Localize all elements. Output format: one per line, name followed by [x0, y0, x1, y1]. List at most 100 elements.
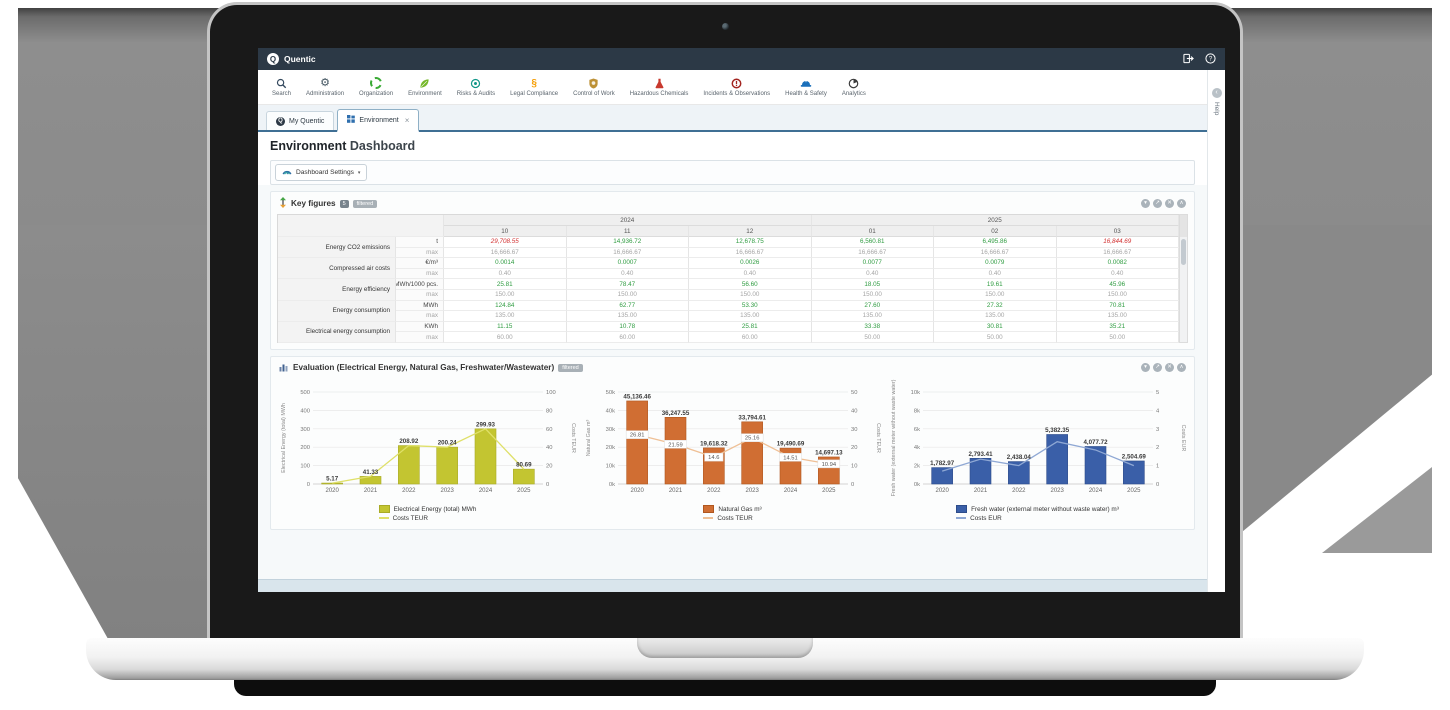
svg-text:Costs EUR: Costs EUR [1180, 425, 1186, 452]
metric-max-value: 60.00 [444, 332, 567, 343]
legend-line-icon [378, 517, 389, 520]
svg-text:2020: 2020 [325, 488, 339, 494]
svg-text:45,136.46: 45,136.46 [623, 393, 651, 400]
key-figures-panel: Key figures 5 filtered ▾ ↗ ✕ ∧ 2024 2025 10 11… [270, 191, 1195, 350]
metric-value: 12,678.75 [689, 237, 812, 248]
brand: Q Quentic [267, 53, 316, 65]
count-badge: 5 [339, 199, 349, 208]
quentic-logo-icon: Q [276, 116, 285, 126]
svg-text:26.81: 26.81 [629, 433, 644, 439]
table-scrollbar[interactable] [1179, 214, 1188, 343]
alert-ring-icon [731, 77, 742, 89]
panel-collapse-button[interactable]: ∧ [1177, 199, 1186, 208]
nav-item-health-safety[interactable]: Health & Safety [785, 77, 827, 97]
metric-value: 19.61 [934, 279, 1057, 290]
metric-value: 27.32 [934, 300, 1057, 312]
metric-max-label: max [396, 332, 444, 343]
nav-item-control-of-work[interactable]: Control of Work [573, 77, 615, 97]
collapse-help-icon[interactable]: ‹ [1211, 88, 1222, 98]
panel-close-button[interactable]: ✕ [1165, 199, 1174, 208]
nav-item-label: Control of Work [573, 91, 615, 97]
svg-text:2023: 2023 [745, 488, 759, 494]
svg-text:Costs TEUR: Costs TEUR [570, 423, 576, 453]
nav-item-hazardous-chemicals[interactable]: Hazardous Chemicals [630, 77, 688, 97]
svg-text:2021: 2021 [973, 488, 987, 494]
metric-max-value: 50.00 [811, 332, 934, 343]
metric-value: 62.77 [566, 300, 689, 312]
svg-text:2020: 2020 [935, 488, 949, 494]
tab-bar: Q My Quentic Environment × [258, 105, 1207, 132]
evaluation-panel: Evaluation (Electrical Energy, Natural G… [270, 355, 1195, 530]
panel-menu-button[interactable]: ▾ [1141, 363, 1150, 373]
svg-text:30: 30 [851, 427, 857, 433]
metric-value: 18.05 [811, 279, 934, 290]
panel-close-button[interactable]: ✕ [1165, 363, 1174, 373]
help-rail-label[interactable]: Help [1213, 102, 1220, 116]
svg-text:80: 80 [546, 408, 552, 414]
panel-menu-button[interactable]: ▾ [1141, 199, 1150, 208]
nav-item-organization[interactable]: Organization [359, 77, 393, 97]
tab-environment[interactable]: Environment × [337, 109, 420, 132]
metric-value: 29,708.55 [444, 237, 567, 248]
close-tab-icon[interactable]: × [404, 115, 410, 125]
nav-item-label: Environment [408, 91, 442, 97]
logout-icon[interactable] [1183, 53, 1194, 66]
metric-value: 0.0007 [566, 258, 689, 269]
brand-name: Quentic [284, 54, 316, 64]
dashboard-settings-button[interactable]: Dashboard Settings ▾ [275, 164, 368, 181]
chart-legend: Electrical Energy (total) MWh Costs TEUR [378, 505, 477, 523]
nav-item-administration[interactable]: ⚙ Administration [306, 77, 344, 97]
metric-value: 0.0082 [1056, 258, 1179, 269]
nav-item-legal-compliance[interactable]: § Legal Compliance [510, 77, 558, 98]
metric-value: 35.21 [1056, 321, 1179, 333]
metric-max-value: 135.00 [1056, 311, 1179, 322]
panel-title: Key figures [291, 199, 336, 208]
metric-max-value: 0.40 [811, 268, 934, 280]
nav-item-incidents-observations[interactable]: Incidents & Observations [703, 77, 770, 97]
metric-max-value: 135.00 [689, 311, 812, 322]
legend-bar-series: Natural Gas m³ [703, 505, 762, 514]
svg-text:20k: 20k [605, 445, 614, 451]
nav-item-environment[interactable]: Environment [408, 77, 442, 97]
svg-text:5,382.35: 5,382.35 [1045, 427, 1070, 434]
module-nav: Search ⚙ Administration Organization Environ… [258, 70, 1207, 105]
metric-label: Energy CO2 emissions [278, 237, 396, 259]
gauge-icon [282, 167, 292, 178]
svg-text:0: 0 [1156, 482, 1159, 488]
metric-max-value: 16,666.67 [689, 247, 812, 259]
metric-max-value: 135.00 [811, 311, 934, 322]
svg-text:8k: 8k [913, 408, 919, 414]
laptop-shadow [234, 680, 1216, 696]
metric-value: 25.81 [444, 279, 567, 290]
nav-item-label: Organization [359, 91, 394, 97]
metric-max-value: 0.40 [689, 268, 812, 280]
svg-text:14.6: 14.6 [708, 455, 719, 461]
svg-text:2022: 2022 [402, 488, 416, 494]
panel-collapse-button[interactable]: ∧ [1177, 363, 1186, 373]
tab-my-quentic[interactable]: Q My Quentic [266, 111, 335, 130]
svg-text:0: 0 [851, 482, 854, 488]
nav-item-search[interactable]: Search [272, 77, 291, 97]
legend-label: Electrical Energy (total) MWh [393, 505, 477, 513]
svg-text:19,490.69: 19,490.69 [776, 441, 804, 448]
panel-popout-button[interactable]: ↗ [1153, 199, 1162, 208]
bar-chart-icon [279, 362, 289, 374]
svg-text:208.92: 208.92 [399, 438, 418, 445]
legend-line-series: Costs EUR [956, 514, 1119, 523]
month-header: 03 [1056, 226, 1179, 237]
metric-value: 53.30 [689, 300, 812, 312]
metric-value: 25.81 [689, 321, 812, 333]
laptop-base [86, 638, 1364, 680]
metric-unit: MWh/1000 pcs. [396, 279, 444, 290]
panel-popout-button[interactable]: ↗ [1153, 363, 1162, 373]
metric-max-value: 150.00 [444, 289, 567, 301]
metric-label: Energy consumption [278, 300, 396, 322]
nav-item-label: Health & Safety [785, 91, 827, 97]
svg-text:2024: 2024 [478, 488, 492, 494]
svg-text:2023: 2023 [1050, 488, 1064, 494]
nav-item-analytics[interactable]: Analytics [842, 77, 866, 97]
nav-item-risks-audits[interactable]: Risks & Audits [457, 77, 495, 97]
help-icon[interactable]: ? [1205, 52, 1216, 66]
legend-line-series: Costs TEUR [378, 514, 477, 523]
scrollbar-thumb[interactable] [1181, 239, 1186, 265]
